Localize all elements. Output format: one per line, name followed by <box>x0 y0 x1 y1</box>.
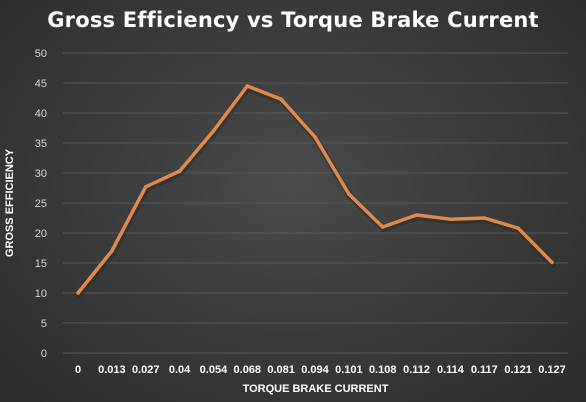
data-point <box>177 169 182 173</box>
data-point <box>380 225 385 229</box>
x-tick-label: 0 <box>75 364 81 376</box>
y-tick-label: 35 <box>35 138 47 150</box>
y-tick-label: 0 <box>41 348 47 360</box>
y-tick-label: 10 <box>35 288 47 300</box>
x-tick-label: 0.068 <box>234 364 262 376</box>
data-point <box>516 226 520 230</box>
gridlines <box>63 52 568 354</box>
chart-title: Gross Efficiency vs Torque Brake Current <box>47 8 539 32</box>
x-tick-label: 0.081 <box>267 364 295 376</box>
x-tick-label: 0.094 <box>301 364 329 376</box>
y-axis-label: GROSS EFFICIENCY <box>4 148 16 257</box>
series-line-shadow <box>76 85 556 298</box>
data-point <box>448 217 453 221</box>
data-point <box>76 291 80 295</box>
x-tick-label: 0.108 <box>369 364 397 376</box>
x-tick-label: 0.101 <box>335 364 363 376</box>
y-tick-label: 15 <box>35 258 47 270</box>
y-tick-label: 20 <box>35 228 47 240</box>
x-tick-label: 0.04 <box>169 364 191 376</box>
data-point <box>143 185 148 189</box>
y-axis-ticks: 0 5 10 15 20 25 30 35 40 45 50 <box>35 48 47 360</box>
data-point <box>414 213 419 217</box>
y-tick-label: 50 <box>35 48 47 60</box>
series-layer <box>76 84 556 298</box>
x-tick-label: 0.127 <box>538 364 566 376</box>
x-tick-label: 0.117 <box>471 364 498 376</box>
y-tick-label: 5 <box>41 318 47 330</box>
y-tick-label: 40 <box>35 108 47 120</box>
x-tick-label: 0.112 <box>403 364 430 376</box>
data-point <box>347 192 351 196</box>
data-point <box>110 249 114 253</box>
x-tick-label: 0.114 <box>437 364 465 376</box>
data-point <box>279 97 283 101</box>
x-axis-label: TORQUE BRAKE CURRENT <box>243 383 389 395</box>
data-point <box>211 129 216 133</box>
data-point <box>550 260 554 265</box>
x-tick-label: 0.054 <box>200 364 228 376</box>
x-axis-ticks: 0 0.013 0.027 0.04 0.054 0.068 0.081 0.094 0.101… <box>75 364 566 376</box>
x-tick-label: 0.013 <box>98 364 126 376</box>
data-point <box>482 216 487 220</box>
y-tick-label: 45 <box>35 78 47 90</box>
x-tick-label: 0.027 <box>132 364 160 376</box>
data-point <box>245 84 250 88</box>
data-point <box>313 135 317 139</box>
y-tick-label: 25 <box>35 198 47 210</box>
y-tick-label: 30 <box>35 168 47 180</box>
x-tick-label: 0.121 <box>504 364 532 376</box>
